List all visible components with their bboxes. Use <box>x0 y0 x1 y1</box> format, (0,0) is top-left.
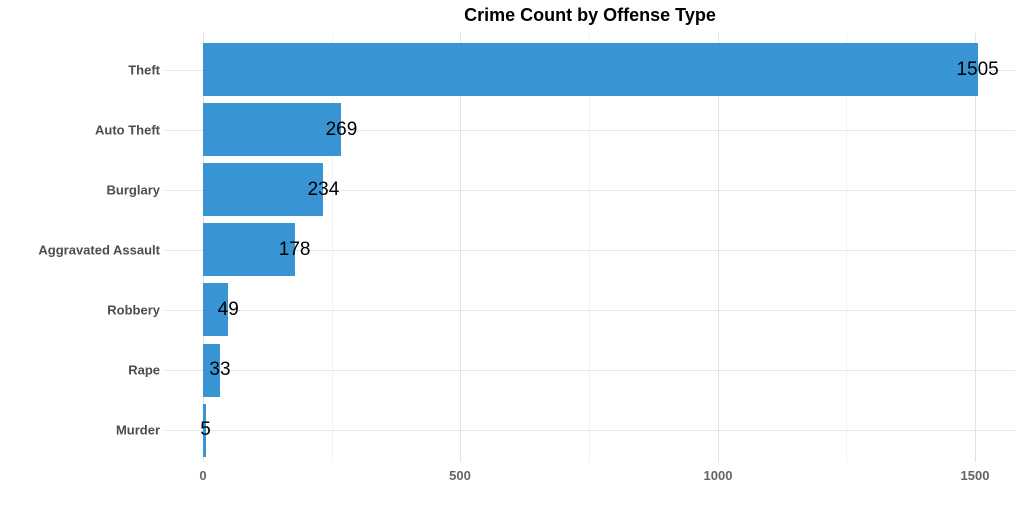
x-major-gridline-1000 <box>718 33 719 462</box>
x-major-gridline-500 <box>460 33 461 462</box>
category-label-robbery: Robbery <box>107 302 160 318</box>
row-gridline-murder <box>165 430 1015 431</box>
x-minor-gridline-1250 <box>846 33 847 462</box>
category-label-aggravated-assault: Aggravated Assault <box>38 242 160 258</box>
bar-theft <box>203 43 978 96</box>
x-tick-label-1000: 1000 <box>703 468 733 483</box>
category-label-burglary: Burglary <box>106 182 160 198</box>
value-label-theft: 1505 <box>956 58 999 80</box>
value-label-auto-theft: 269 <box>325 118 358 140</box>
row-gridline-auto-theft <box>165 130 1015 131</box>
value-label-aggravated-assault: 178 <box>278 238 311 260</box>
bar-auto-theft <box>203 103 341 156</box>
bar-robbery <box>203 283 228 336</box>
x-minor-gridline-750 <box>589 33 590 462</box>
bar-burglary <box>203 163 323 216</box>
bar-rape <box>203 344 220 397</box>
row-gridline-burglary <box>165 190 1015 191</box>
row-gridline-aggravated-assault <box>165 250 1015 251</box>
category-label-theft: Theft <box>128 62 160 77</box>
category-label-murder: Murder <box>115 422 160 438</box>
row-gridline-robbery <box>165 310 1015 311</box>
x-major-gridline-1500 <box>975 33 976 462</box>
x-tick-label-0: 0 <box>199 468 207 483</box>
x-tick-label-1500: 1500 <box>960 468 990 483</box>
value-label-murder: 5 <box>200 419 211 441</box>
value-label-rape: 33 <box>209 359 231 380</box>
row-gridline-rape <box>165 370 1015 371</box>
bar-murder <box>203 404 206 457</box>
category-label-rape: Rape <box>128 362 160 378</box>
category-label-auto-theft: Auto Theft <box>95 122 160 138</box>
x-tick-label-500: 500 <box>449 468 471 483</box>
chart-title: Crime Count by Offense Type <box>464 5 716 25</box>
value-label-robbery: 49 <box>217 298 239 320</box>
value-label-burglary: 234 <box>307 178 340 200</box>
x-minor-gridline-250 <box>332 33 333 462</box>
bar-aggravated-assault <box>203 223 295 276</box>
